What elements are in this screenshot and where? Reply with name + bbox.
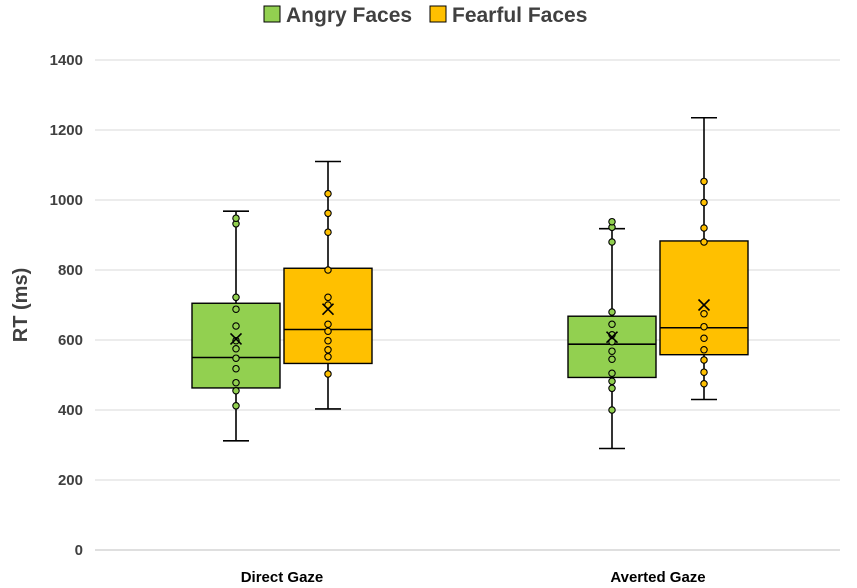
data-point — [232, 344, 240, 353]
legend-label: Angry Faces — [286, 4, 412, 27]
mean-marker — [229, 332, 243, 346]
y-tick-label: 1400 — [50, 52, 83, 69]
plot-area — [191, 116, 749, 450]
data-point — [232, 354, 240, 362]
data-point — [324, 336, 332, 345]
data-point — [700, 224, 708, 232]
data-point — [608, 406, 616, 414]
mean-marker — [605, 331, 619, 344]
data-point — [608, 377, 616, 386]
data-point — [232, 336, 240, 345]
data-point — [324, 189, 332, 198]
box-fearful-faces-direct-gaze — [283, 160, 373, 410]
data-point — [232, 402, 240, 410]
data-point — [700, 379, 708, 388]
mean-marker-stroke — [229, 332, 243, 346]
x-category-label: Direct Gaze — [241, 569, 324, 586]
data-point — [232, 322, 240, 330]
x-category-label: Averted Gaze — [610, 569, 705, 586]
data-point — [324, 353, 332, 361]
data-point — [324, 266, 332, 274]
mean-marker-stroke — [321, 303, 335, 316]
data-point — [608, 238, 616, 246]
data-point — [700, 198, 708, 207]
box-angry-faces-averted-gaze — [567, 217, 657, 450]
data-point — [700, 356, 708, 364]
data-point — [232, 364, 240, 373]
y-tick-label: 1000 — [50, 192, 83, 209]
data-point — [700, 238, 708, 246]
x-axis: Direct Gaze Averted Gaze — [241, 569, 706, 586]
data-point — [232, 305, 240, 313]
data-point — [608, 308, 616, 316]
y-tick-label: 400 — [58, 402, 83, 419]
data-point — [324, 293, 332, 302]
data-point — [608, 355, 616, 363]
y-tick-label: 200 — [58, 472, 83, 489]
data-point — [700, 309, 708, 318]
data-point — [700, 322, 708, 331]
data-point — [232, 293, 240, 302]
y-tick-label: 600 — [58, 332, 83, 349]
data-point — [608, 384, 616, 393]
mean-marker — [697, 298, 711, 312]
data-point — [608, 347, 616, 355]
data-point — [608, 337, 616, 346]
y-axis-title: RT (ms) — [10, 268, 32, 342]
data-point — [324, 320, 332, 328]
data-point — [608, 320, 616, 328]
y-tick-label: 0 — [75, 542, 83, 559]
data-point — [324, 209, 332, 218]
legend: Angry Faces Fearful Faces — [263, 4, 587, 27]
data-point — [700, 334, 708, 342]
box-angry-faces-direct-gaze — [191, 210, 281, 442]
data-point — [324, 327, 332, 335]
data-point — [608, 217, 616, 226]
y-tick-label: 800 — [58, 262, 83, 279]
box-fearful-faces-averted-gaze — [659, 116, 749, 401]
data-point — [700, 346, 708, 354]
legend-swatch-fearful-faces — [429, 5, 447, 23]
data-point — [232, 378, 240, 387]
data-point — [232, 386, 240, 395]
mean-marker-stroke — [605, 331, 619, 344]
y-tick-label: 1200 — [50, 122, 83, 139]
data-point — [700, 177, 708, 186]
data-point — [608, 369, 616, 377]
legend-label: Fearful Faces — [452, 4, 587, 27]
data-point — [324, 228, 332, 236]
y-axis: 0 200 400 600 800 1000 1200 1400 — [50, 52, 83, 559]
data-point — [324, 346, 332, 354]
data-point — [700, 368, 708, 376]
legend-swatch-angry-faces — [263, 5, 281, 23]
data-point — [324, 370, 332, 378]
mean-marker-stroke — [697, 298, 711, 312]
box-body — [659, 240, 749, 356]
mean-marker — [321, 303, 335, 316]
data-point — [232, 214, 240, 222]
